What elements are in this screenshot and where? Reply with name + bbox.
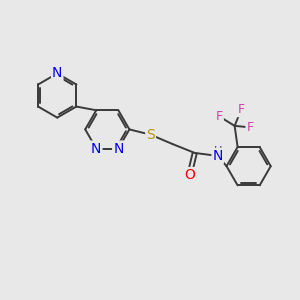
Text: F: F (246, 121, 254, 134)
Text: S: S (146, 128, 155, 142)
Text: N: N (91, 142, 101, 155)
Text: F: F (216, 110, 223, 123)
Text: N: N (52, 66, 62, 80)
Text: F: F (238, 103, 245, 116)
Text: N: N (212, 149, 223, 163)
Text: N: N (113, 142, 124, 155)
Text: H: H (214, 146, 222, 156)
Text: O: O (184, 168, 195, 182)
